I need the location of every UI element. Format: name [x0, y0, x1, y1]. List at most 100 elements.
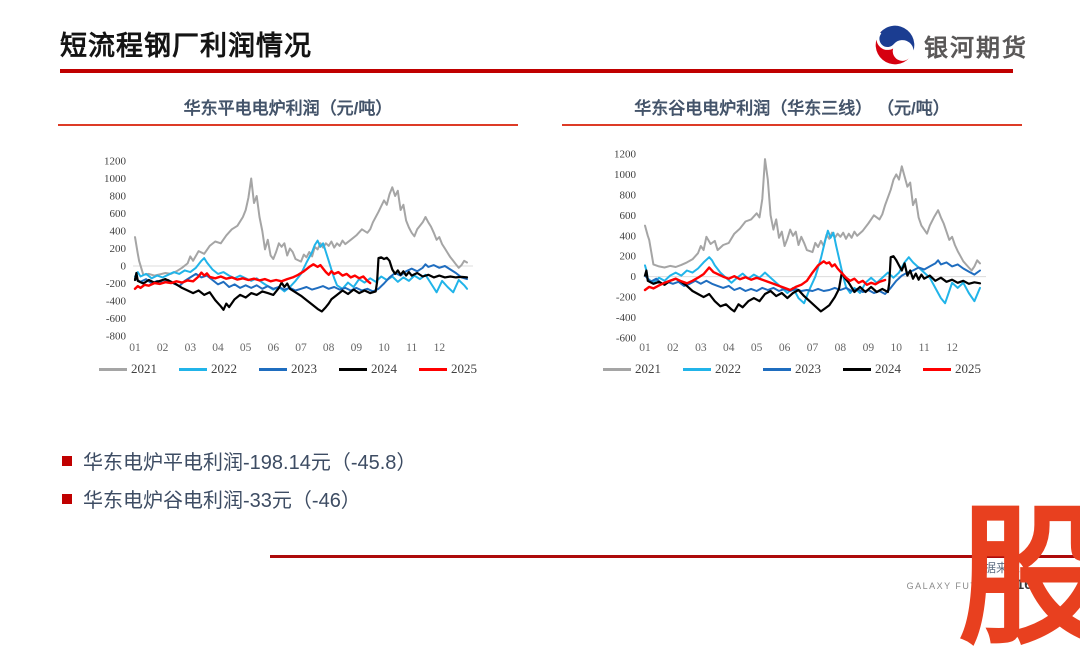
y-axis-tick-label: -800	[106, 331, 127, 343]
legend-swatch	[683, 367, 711, 371]
series-line-2023	[644, 259, 981, 295]
bullet-square-icon	[62, 493, 72, 504]
x-axis-tick-label: 11	[406, 342, 417, 354]
y-axis-tick-label: 1200	[614, 149, 637, 161]
y-axis-tick-label: 1000	[104, 173, 127, 185]
chart-title-left: 华东平电电炉利润（元/吨）	[183, 99, 393, 118]
x-axis-tick-label: 04	[723, 342, 735, 354]
legend-item-2025: 2025	[419, 361, 477, 377]
series-line-2022	[644, 229, 981, 305]
y-axis-tick-label: 0	[121, 261, 127, 273]
x-axis-tick-label: 01	[129, 342, 141, 354]
legend-swatch	[179, 367, 207, 371]
legend-item-2024: 2024	[339, 361, 397, 377]
y-axis-tick-label: 800	[110, 191, 127, 203]
legend-label: 2025	[451, 361, 477, 376]
legend-label: 2021	[635, 361, 661, 376]
bullet-text: 华东电炉谷电利润-33元（-46）	[83, 490, 361, 512]
series-line-2023	[134, 263, 468, 293]
company-logo: 银河期货	[874, 24, 1028, 66]
x-axis-tick-label: 06	[779, 342, 791, 354]
x-axis-tick-label: 05	[240, 342, 252, 354]
x-axis-tick-label: 08	[323, 342, 335, 354]
series-line-2022	[134, 239, 468, 294]
y-axis-tick-label: 600	[620, 210, 637, 222]
y-axis-tick-label: -600	[616, 333, 637, 345]
page-title: 短流程钢厂利润情况	[60, 31, 312, 61]
x-axis-tick-label: 01	[639, 342, 651, 354]
legend-label: 2023	[795, 361, 821, 376]
legend-label: 2023	[291, 361, 317, 376]
bullet-square-icon	[62, 455, 72, 466]
series-line-2025	[133, 263, 372, 291]
y-axis-tick-label: 0	[631, 271, 637, 283]
y-axis-tick-label: 200	[110, 243, 127, 255]
x-axis-tick-label: 08	[835, 342, 847, 354]
series-line-2024	[643, 255, 982, 313]
summary-bullets: 华东电炉平电利润-198.14元（-45.8） 华东电炉谷电利润-33元（-46…	[62, 446, 416, 522]
x-axis-tick-label: 12	[946, 342, 958, 354]
chart-title-right: 华东谷电电炉利润（华东三线） （元/吨）	[634, 99, 950, 118]
x-axis-tick-label: 02	[157, 342, 169, 354]
chart-title-underline-right	[562, 124, 1022, 126]
legend-item-2023: 2023	[763, 361, 821, 377]
chart-legend-left: 2021 2022 2023 2024 2025	[58, 360, 518, 378]
x-axis-tick-label: 09	[863, 342, 875, 354]
footer-divider	[270, 555, 1080, 558]
y-axis-tick-label: -400	[106, 296, 127, 308]
series-line-2021	[134, 177, 468, 277]
legend-item-2021: 2021	[603, 361, 661, 377]
y-axis-tick-label: 1200	[104, 156, 127, 168]
logo-text: 银河期货	[924, 34, 1028, 62]
legend-item-2022: 2022	[179, 361, 237, 377]
legend-label: 2022	[715, 361, 741, 376]
legend-item-2021: 2021	[99, 361, 157, 377]
galaxy-swirl-icon	[875, 25, 915, 65]
legend-swatch	[763, 367, 791, 371]
y-axis-tick-label: 200	[620, 251, 637, 263]
x-axis-tick-label: 03	[695, 342, 707, 354]
x-axis-tick-label: 03	[185, 342, 197, 354]
y-axis-tick-label: -600	[106, 313, 127, 325]
y-axis-tick-label: -200	[106, 278, 127, 290]
legend-item-2022: 2022	[683, 361, 741, 377]
bullet-valley-power-profit: 华东电炉谷电利润-33元（-46）	[62, 484, 416, 513]
x-axis-tick-label: 07	[807, 342, 819, 354]
legend-label: 2024	[875, 361, 901, 376]
x-axis-tick-label: 02	[667, 342, 679, 354]
legend-label: 2025	[955, 361, 981, 376]
chart-title-underline-left	[58, 124, 518, 126]
bullet-text: 华东电炉平电利润-198.14元（-45.8）	[83, 452, 417, 474]
red-watermark-character: 股	[958, 493, 1080, 663]
x-axis-tick-label: 11	[919, 342, 930, 354]
legend-label: 2022	[211, 361, 237, 376]
y-axis-tick-label: 1000	[614, 169, 637, 181]
x-axis-tick-label: 04	[212, 342, 224, 354]
legend-swatch	[339, 367, 367, 371]
x-axis-tick-label: 09	[351, 342, 363, 354]
legend-item-2024: 2024	[843, 361, 901, 377]
y-axis-tick-label: 400	[110, 226, 127, 238]
legend-swatch	[259, 367, 287, 371]
y-axis-tick-label: 400	[620, 230, 637, 242]
y-axis-tick-label: 600	[110, 208, 127, 220]
series-line-2025	[643, 260, 887, 292]
y-axis-tick-label: 800	[620, 189, 637, 201]
chart-legend-right: 2021 2022 2023 2024 2025	[562, 360, 1022, 378]
data-source-label: 数据来源：	[971, 561, 1032, 575]
legend-swatch	[99, 367, 127, 371]
legend-item-2025: 2025	[923, 361, 981, 377]
x-axis-tick-label: 12	[434, 342, 446, 354]
x-axis-tick-label: 10	[891, 342, 903, 354]
legend-swatch	[923, 367, 951, 371]
series-line-2024	[133, 256, 469, 313]
legend-swatch	[419, 367, 447, 371]
legend-label: 2021	[131, 361, 157, 376]
legend-item-2023: 2023	[259, 361, 317, 377]
y-axis-tick-label: -400	[616, 312, 637, 324]
x-axis-tick-label: 10	[378, 342, 390, 354]
y-axis-tick-label: -200	[616, 292, 637, 304]
series-line-2021	[644, 158, 981, 272]
bullet-flat-power-profit: 华东电炉平电利润-198.14元（-45.8）	[62, 446, 416, 475]
